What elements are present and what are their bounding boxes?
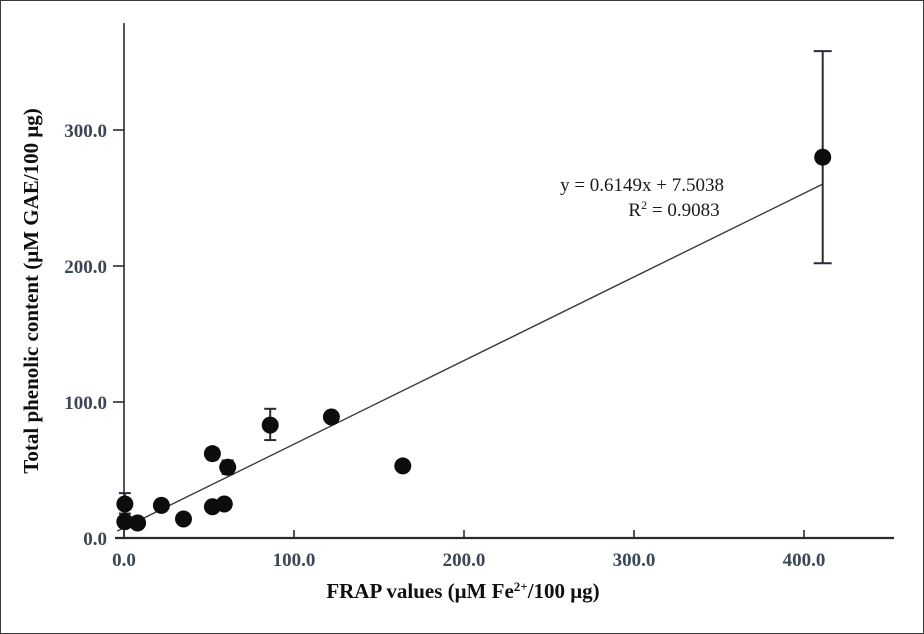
x-tick-label: 300.0: [613, 550, 656, 571]
x-tick-label: 100.0: [273, 550, 316, 571]
axes-layer: [113, 23, 894, 540]
x-tick-label: 400.0: [783, 550, 826, 571]
y-axis-title: Total phenolic content (μM GAE/100 μg): [19, 108, 43, 473]
x-tick-label: 0.0: [112, 550, 136, 571]
data-point: [175, 510, 192, 528]
data-point: [215, 495, 233, 513]
data-point: [261, 416, 279, 434]
error-bars-layer: [118, 50, 832, 515]
x-tick-label: 200.0: [443, 550, 486, 571]
y-tick-label: 0.0: [83, 529, 107, 550]
data-point: [129, 514, 147, 532]
trendline-layer: [116, 183, 824, 532]
x-axis-title: FRAP values (μM Fe2+/100 μg): [326, 579, 599, 604]
y-tick-label: 300.0: [64, 121, 107, 142]
data-point: [116, 495, 134, 513]
r-squared-label: R2 = 0.9083: [628, 198, 719, 221]
data-point: [394, 457, 412, 475]
data-point: [203, 445, 221, 463]
data-point: [219, 458, 237, 476]
tick-labels-layer: 0.0 100.0 200.0 300.0 400.0 0.0 100.0 200.0 300.…: [64, 121, 825, 571]
data-point: [814, 148, 832, 166]
regression-equation-label: y = 0.6149x + 7.5038: [560, 175, 724, 196]
y-tick-label: 200.0: [64, 257, 107, 278]
data-points-layer: [116, 148, 832, 532]
y-tick-label: 100.0: [64, 393, 107, 414]
data-point: [152, 496, 170, 514]
data-point: [322, 408, 340, 426]
data-point: [116, 513, 134, 531]
regression-trendline: [116, 183, 824, 532]
